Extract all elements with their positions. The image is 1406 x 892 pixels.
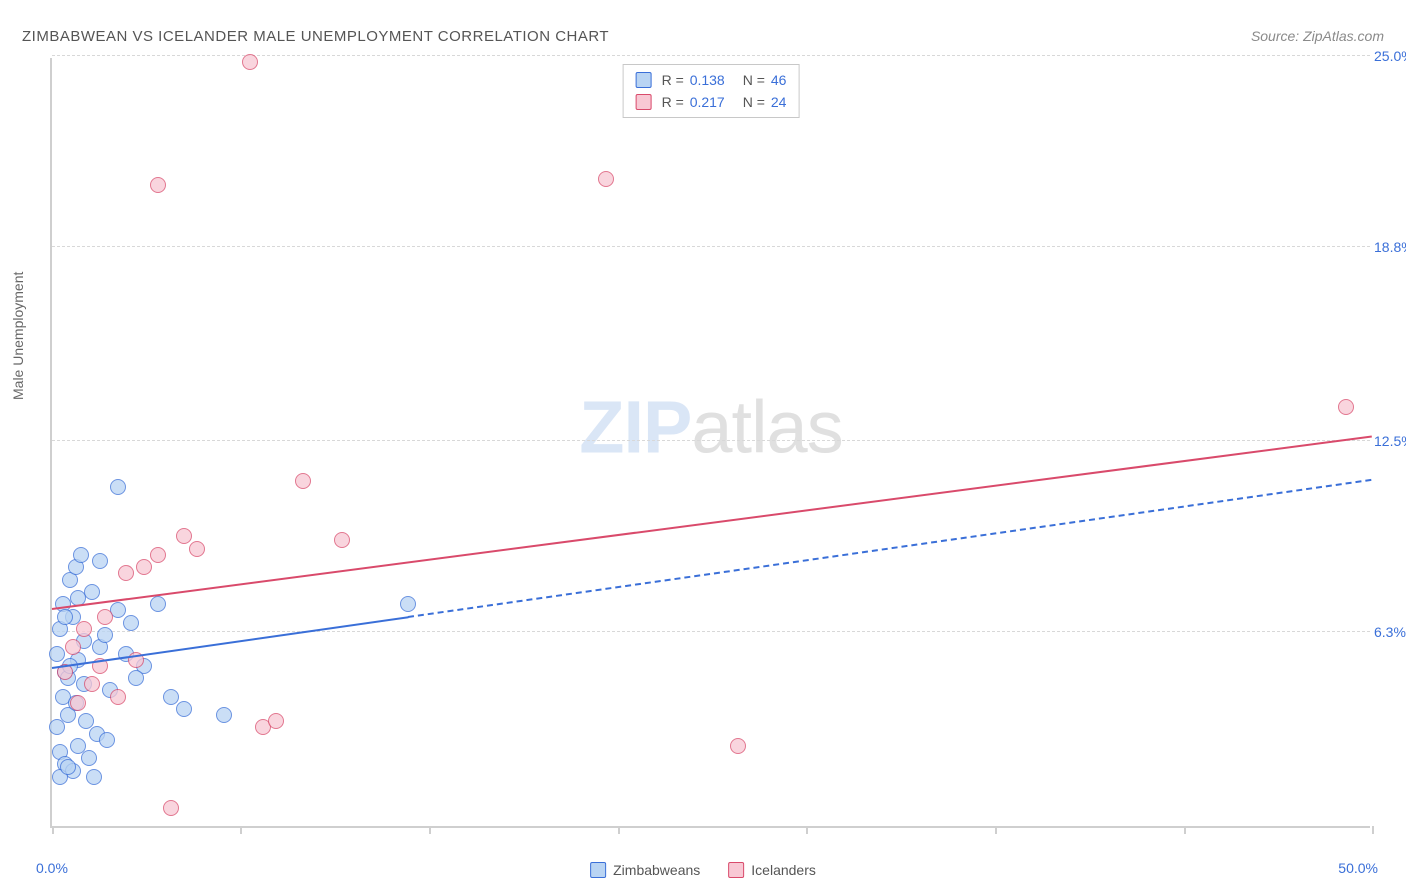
scatter-point: [176, 528, 192, 544]
scatter-point: [49, 646, 65, 662]
scatter-point: [65, 639, 81, 655]
scatter-point: [1338, 399, 1354, 415]
x-tick: [995, 826, 997, 834]
legend-row: R = 0.138 N = 46: [636, 69, 787, 91]
watermark-atlas: atlas: [691, 385, 842, 468]
x-tick: [618, 826, 620, 834]
chart-title: ZIMBABWEAN VS ICELANDER MALE UNEMPLOYMEN…: [22, 28, 609, 45]
y-tick-label: 12.5%: [1374, 433, 1406, 449]
legend-label: Icelanders: [751, 862, 816, 878]
scatter-point: [110, 479, 126, 495]
scatter-point: [81, 750, 97, 766]
plot-area: ZIPatlas R = 0.138N = 46R = 0.217N = 24 …: [50, 58, 1370, 828]
scatter-point: [128, 670, 144, 686]
legend-swatch: [728, 862, 744, 878]
scatter-point: [268, 713, 284, 729]
scatter-point: [73, 547, 89, 563]
x-tick: [240, 826, 242, 834]
scatter-point: [57, 609, 73, 625]
legend-swatch: [590, 862, 606, 878]
scatter-point: [97, 627, 113, 643]
y-tick-label: 18.8%: [1374, 239, 1406, 255]
legend-swatch: [636, 72, 652, 88]
series-legend: Zimbabweans Icelanders: [590, 862, 816, 878]
watermark: ZIPatlas: [579, 384, 842, 469]
scatter-point: [70, 695, 86, 711]
y-tick-label: 6.3%: [1374, 624, 1406, 640]
scatter-point: [295, 473, 311, 489]
gridline: [52, 631, 1370, 632]
scatter-point: [60, 759, 76, 775]
legend-label: Zimbabweans: [613, 862, 700, 878]
scatter-point: [84, 676, 100, 692]
x-axis-min-label: 0.0%: [36, 860, 68, 876]
source-attribution: Source: ZipAtlas.com: [1251, 28, 1384, 44]
n-label: N = 46: [743, 69, 787, 91]
x-tick: [429, 826, 431, 834]
correlation-legend: R = 0.138 N = 46 R = 0.217 N = 24: [623, 64, 800, 118]
scatter-point: [92, 553, 108, 569]
watermark-zip: ZIP: [579, 385, 691, 468]
y-axis-label: Male Unemployment: [10, 272, 26, 400]
scatter-point: [118, 565, 134, 581]
scatter-point: [176, 701, 192, 717]
legend-item: Icelanders: [728, 862, 816, 878]
scatter-point: [334, 532, 350, 548]
scatter-point: [163, 800, 179, 816]
scatter-point: [730, 738, 746, 754]
scatter-point: [136, 559, 152, 575]
r-label: R = 0.217: [662, 91, 725, 113]
scatter-point: [150, 596, 166, 612]
scatter-point: [242, 54, 258, 70]
scatter-point: [110, 689, 126, 705]
r-label: R = 0.138: [662, 69, 725, 91]
legend-item: Zimbabweans: [590, 862, 700, 878]
scatter-point: [163, 689, 179, 705]
x-tick: [1372, 826, 1374, 834]
n-label: N = 24: [743, 91, 787, 113]
scatter-point: [216, 707, 232, 723]
x-tick: [806, 826, 808, 834]
legend-swatch: [636, 94, 652, 110]
trend-line: [52, 436, 1372, 610]
x-axis-max-label: 50.0%: [1338, 860, 1378, 876]
scatter-point: [86, 769, 102, 785]
scatter-point: [76, 621, 92, 637]
scatter-point: [99, 732, 115, 748]
x-tick: [52, 826, 54, 834]
gridline: [52, 246, 1370, 247]
x-tick: [1184, 826, 1186, 834]
gridline: [52, 440, 1370, 441]
scatter-point: [123, 615, 139, 631]
scatter-point: [97, 609, 113, 625]
scatter-point: [150, 177, 166, 193]
scatter-point: [598, 171, 614, 187]
legend-row: R = 0.217 N = 24: [636, 91, 787, 113]
scatter-point: [150, 547, 166, 563]
scatter-point: [189, 541, 205, 557]
scatter-point: [400, 596, 416, 612]
y-tick-label: 25.0%: [1374, 48, 1406, 64]
